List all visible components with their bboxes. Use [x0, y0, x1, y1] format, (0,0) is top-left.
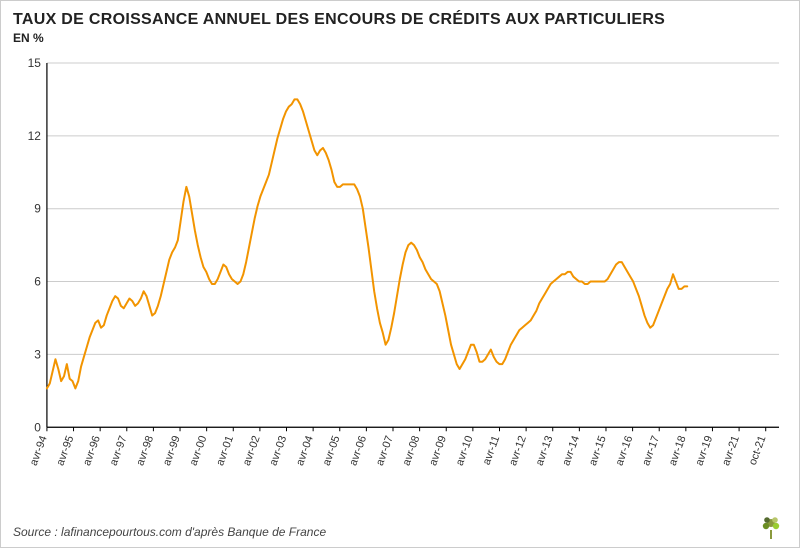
x-tick-label: avr-00	[188, 434, 210, 467]
x-tick-label: avr-12	[507, 434, 529, 467]
x-tick-label: avr-06	[347, 434, 369, 467]
tree-logo	[757, 513, 785, 541]
x-tick-label: avr-21	[720, 434, 742, 467]
x-tick-label: avr-10	[454, 434, 476, 467]
x-tick-label: avr-03	[267, 434, 289, 467]
x-tick-label: avr-18	[667, 434, 689, 467]
y-tick-label: 0	[34, 420, 41, 434]
x-tick-label: avr-11	[481, 434, 503, 466]
y-tick-label: 9	[34, 202, 41, 216]
x-tick-label: avr-13	[534, 434, 556, 467]
x-tick-label: avr-19	[693, 434, 715, 467]
tree-logo-svg	[757, 513, 785, 541]
x-tick-label: avr-94	[28, 434, 50, 467]
y-axis-label: EN %	[1, 31, 799, 49]
y-tick-label: 3	[34, 347, 41, 361]
x-tick-label: avr-97	[108, 434, 130, 467]
y-tick-label: 6	[34, 275, 41, 289]
x-tick-label: avr-09	[427, 434, 449, 467]
x-tick-label: avr-07	[374, 434, 396, 467]
x-tick-label: avr-08	[401, 434, 423, 467]
x-tick-label: avr-01	[214, 434, 236, 467]
x-tick-label: avr-98	[134, 434, 156, 467]
data-series	[47, 99, 687, 388]
x-tick-label: oct-21	[747, 434, 769, 467]
x-tick-label: avr-02	[241, 434, 263, 467]
x-tick-label: avr-04	[294, 434, 316, 467]
x-tick-label: avr-05	[321, 434, 343, 467]
x-tick-label: avr-99	[161, 434, 183, 467]
x-tick-label: avr-95	[54, 434, 76, 467]
source-citation: Source : lafinancepourtous.com d'après B…	[13, 525, 326, 539]
x-tick-label: avr-96	[81, 434, 103, 467]
x-tick-label: avr-14	[560, 434, 582, 467]
x-tick-label: avr-17	[640, 434, 662, 467]
page-title: TAUX DE CROISSANCE ANNUEL DES ENCOURS DE…	[1, 1, 799, 31]
x-tick-label: avr-16	[614, 434, 636, 467]
x-tick-label: avr-15	[587, 434, 609, 467]
y-tick-label: 12	[28, 129, 42, 143]
y-tick-label: 15	[28, 57, 42, 70]
line-chart: 03691215avr-94avr-95avr-96avr-97avr-98av…	[13, 57, 787, 485]
chart-svg: 03691215avr-94avr-95avr-96avr-97avr-98av…	[13, 57, 787, 485]
